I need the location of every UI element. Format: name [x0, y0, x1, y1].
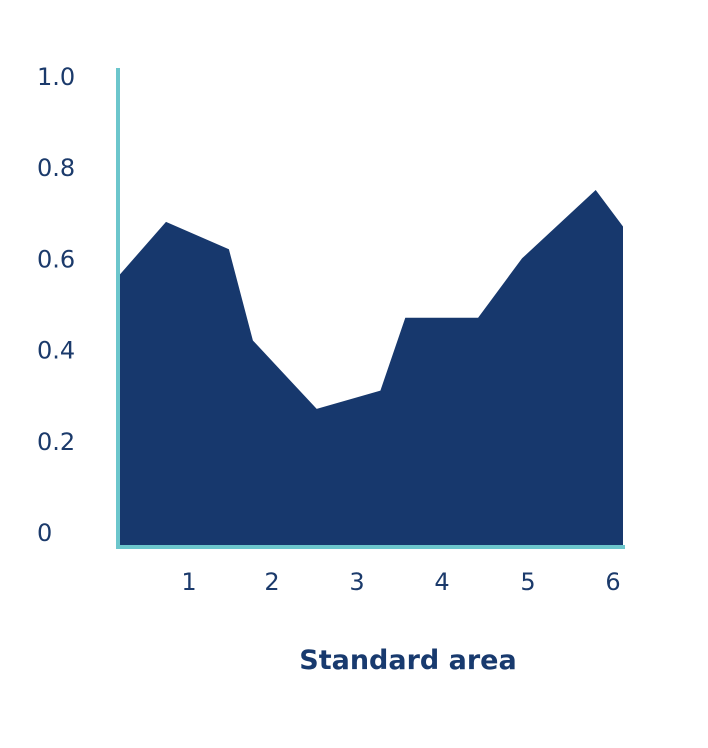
y-tick-label: 1.0 — [37, 63, 75, 91]
x-axis-title: Standard area — [299, 645, 516, 676]
area-series-fill — [118, 190, 623, 546]
x-tick-label: 1 — [181, 568, 196, 596]
x-tick-label: 2 — [264, 568, 279, 596]
x-tick-label: 4 — [434, 568, 449, 596]
x-tick-label: 6 — [605, 568, 620, 596]
x-tick-label: 3 — [349, 568, 364, 596]
y-tick-label: 0 — [37, 519, 52, 547]
y-tick-label: 0.8 — [37, 154, 75, 182]
x-tick-label: 5 — [520, 568, 535, 596]
y-tick-label: 0.4 — [37, 337, 75, 365]
x-axis-ticks: 1 2 3 4 5 6 — [181, 568, 620, 596]
y-tick-label: 0.2 — [37, 428, 75, 456]
y-axis-ticks: 0 0.2 0.4 0.6 0.8 1.0 — [37, 63, 75, 547]
y-tick-label: 0.6 — [37, 245, 75, 273]
